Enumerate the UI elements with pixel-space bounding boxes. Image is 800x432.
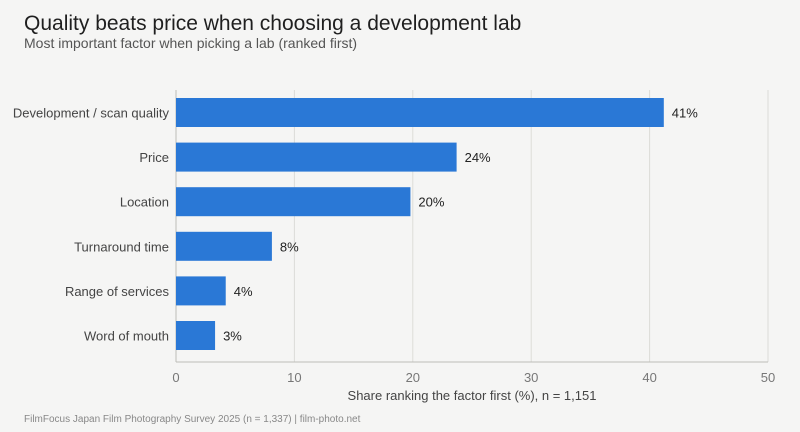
category-label: Range of services — [65, 284, 170, 299]
value-label: 41% — [672, 106, 698, 121]
category-label: Price — [139, 150, 169, 165]
x-tick-label: 40 — [642, 370, 656, 385]
bar — [176, 321, 216, 350]
chart-title: Quality beats price when choosing a deve… — [24, 12, 522, 35]
x-tick-label: 50 — [761, 370, 775, 385]
gridlines — [175, 90, 769, 362]
chart-subtitle: Most important factor when picking a lab… — [24, 35, 358, 51]
value-label: 8% — [280, 239, 299, 254]
x-tick-label: 20 — [406, 370, 420, 385]
category-label: Word of mouth — [84, 329, 169, 344]
source-footer: FilmFocus Japan Film Photography Survey … — [24, 414, 361, 425]
bar — [176, 231, 272, 261]
bar — [176, 98, 664, 127]
x-tick-label: 10 — [287, 370, 301, 385]
value-label: 24% — [465, 150, 491, 165]
value-label: 20% — [418, 195, 444, 210]
x-tick-label: 0 — [172, 370, 179, 385]
x-tick-label: 30 — [524, 370, 538, 385]
bars — [176, 98, 664, 350]
labels: 0 10 20 30 40 50 Development / scan quality 41%… — [13, 106, 775, 386]
category-label: Location — [120, 195, 169, 210]
x-axis-title: Share ranking the factor first (%), n = … — [348, 388, 597, 403]
bar — [176, 187, 411, 217]
category-label: Turnaround time — [74, 239, 169, 254]
bar — [176, 276, 226, 306]
bar-chart: 0 10 20 30 40 50 Development / scan quality 41%… — [13, 90, 775, 403]
value-label: 4% — [234, 284, 253, 299]
category-label: Development / scan quality — [13, 106, 170, 121]
value-label: 3% — [223, 329, 242, 344]
bar — [176, 142, 457, 172]
